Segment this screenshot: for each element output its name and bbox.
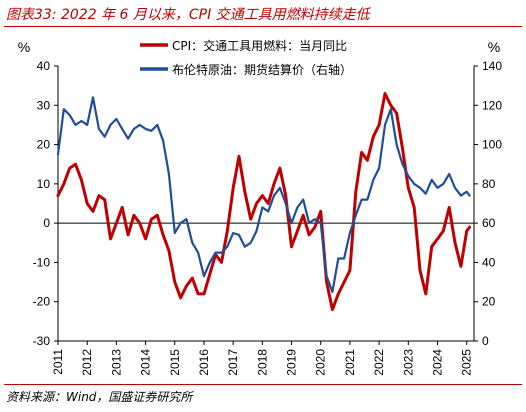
y-left-tick-label: 10	[37, 177, 51, 191]
x-tick-label: 2014	[139, 349, 153, 376]
x-tick-label: 2021	[343, 349, 357, 376]
x-tick-label: 2023	[401, 349, 415, 376]
x-tick-label: 2025	[460, 349, 474, 376]
series	[56, 92, 472, 312]
chart-title: 图表33: 2022 年 6 月以来，CPI 交通工具用燃料持续走低	[6, 7, 370, 23]
y-right-tick-label: 80	[482, 177, 496, 191]
legend-label-cpi: CPI：交通工具用燃料：当月同比	[172, 38, 347, 53]
y-left-unit: %	[18, 39, 30, 55]
y-left-tick-label: -20	[33, 295, 51, 309]
axes: -30 -20 -10 0 10 20 30 40 0 20 40 60 80 100 120 140 2011…	[33, 59, 503, 376]
x-tick-label: 2017	[226, 349, 240, 376]
legend: CPI：交通工具用燃料：当月同比 布伦特原油：期货结算价（右轴）	[140, 38, 352, 77]
y-left-tick-label: 0	[43, 216, 50, 230]
y-right-tick-label: 0	[482, 334, 489, 348]
y-left-tick-label: 20	[37, 138, 51, 152]
x-tick-label: 2022	[372, 349, 386, 376]
y-right-tick-label: 100	[482, 138, 502, 152]
y-right-tick-label: 140	[482, 59, 502, 73]
y-right-tick-label: 120	[482, 98, 502, 112]
x-tick-label: 2024	[431, 349, 445, 376]
y-right-tick-label: 60	[482, 216, 496, 230]
y-left-tick-label: 30	[37, 98, 51, 112]
x-tick-label: 2020	[314, 349, 328, 376]
y-left-tick-label: -10	[33, 255, 51, 269]
x-tick-label: 2019	[285, 349, 299, 376]
source-divider	[4, 384, 522, 385]
y-right-tick-label: 40	[482, 255, 496, 269]
y-right-unit: %	[488, 39, 500, 55]
x-tick-label: 2015	[168, 349, 182, 376]
title-divider	[4, 26, 522, 27]
series-line-cpi-fuel	[56, 92, 472, 312]
source-note: 资料来源：Wind，国盛证券研究所	[6, 390, 193, 404]
x-tick-label: 2018	[255, 349, 269, 376]
series-line-brent-crude	[56, 96, 471, 293]
y-right-tick-label: 20	[482, 295, 496, 309]
x-tick-label: 2012	[80, 349, 94, 376]
legend-label-brent: 布伦特原油：期货结算价（右轴）	[172, 62, 352, 77]
x-tick-label: 2013	[109, 349, 123, 376]
x-tick-label: 2011	[51, 349, 65, 375]
y-left-tick-label: 40	[37, 59, 51, 73]
x-tick-label: 2016	[197, 349, 211, 376]
y-left-tick-label: -30	[33, 334, 51, 348]
